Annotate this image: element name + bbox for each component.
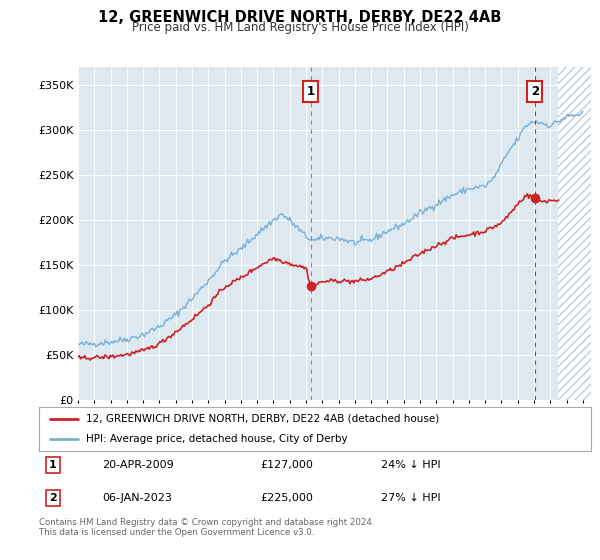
- Text: 2: 2: [531, 85, 539, 98]
- Text: 06-JAN-2023: 06-JAN-2023: [103, 493, 172, 503]
- Text: 12, GREENWICH DRIVE NORTH, DERBY, DE22 4AB (detached house): 12, GREENWICH DRIVE NORTH, DERBY, DE22 4…: [86, 414, 439, 424]
- Text: 1: 1: [307, 85, 315, 98]
- Text: £225,000: £225,000: [260, 493, 313, 503]
- Text: 27% ↓ HPI: 27% ↓ HPI: [381, 493, 441, 503]
- Text: Price paid vs. HM Land Registry's House Price Index (HPI): Price paid vs. HM Land Registry's House …: [131, 21, 469, 34]
- Text: 24% ↓ HPI: 24% ↓ HPI: [381, 460, 441, 470]
- Text: 1: 1: [49, 460, 56, 470]
- Bar: [559, 40, 600, 400]
- Text: Contains HM Land Registry data © Crown copyright and database right 2024.
This d: Contains HM Land Registry data © Crown c…: [39, 518, 374, 538]
- Text: 2: 2: [49, 493, 56, 503]
- Text: HPI: Average price, detached house, City of Derby: HPI: Average price, detached house, City…: [86, 434, 347, 444]
- Text: £127,000: £127,000: [260, 460, 313, 470]
- Text: 20-APR-2009: 20-APR-2009: [103, 460, 174, 470]
- Text: 12, GREENWICH DRIVE NORTH, DERBY, DE22 4AB: 12, GREENWICH DRIVE NORTH, DERBY, DE22 4…: [98, 10, 502, 25]
